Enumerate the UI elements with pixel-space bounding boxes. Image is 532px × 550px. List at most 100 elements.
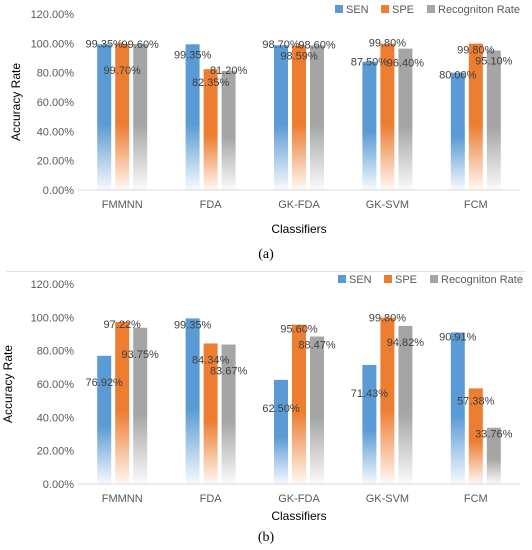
x-tick-label: GK-SVM bbox=[366, 493, 409, 505]
bar-spe bbox=[380, 43, 395, 191]
y-axis-title: Accuracy Rate bbox=[1, 345, 15, 423]
bar-spe bbox=[292, 324, 306, 484]
data-label-rec: 88.47% bbox=[298, 340, 336, 352]
y-tick-label: 20.00% bbox=[37, 156, 75, 168]
panel-caption-a: (a) bbox=[258, 247, 274, 262]
x-tick-label: FMMNN bbox=[102, 199, 143, 211]
x-tick-label: GK-FDA bbox=[278, 493, 320, 505]
data-label-rec: 96.40% bbox=[387, 58, 425, 70]
legend-label-rec: Recogniton Rate bbox=[438, 4, 520, 16]
bar-sen bbox=[274, 45, 288, 190]
y-tick-label: 40.00% bbox=[37, 412, 75, 424]
y-tick-label: 40.00% bbox=[37, 126, 75, 138]
data-label-sen: 98.70% bbox=[262, 39, 300, 51]
data-label-spe: 98.59% bbox=[280, 50, 318, 62]
y-tick-label: 120.00% bbox=[31, 9, 75, 21]
bar-chart-b: 0.00% 20.00% 40.00% 60.00% 80.00% 100.00% 120.… bbox=[1, 274, 523, 523]
legend-label-spe: SPE bbox=[392, 4, 414, 16]
data-label-spe: 99.80% bbox=[457, 45, 495, 57]
data-label-sen: 62.50% bbox=[262, 403, 300, 415]
data-label-rec: 81.20% bbox=[210, 65, 248, 77]
chart-panel-b: 0.00% 20.00% 40.00% 60.00% 80.00% 100.00% 120.… bbox=[0, 270, 532, 550]
y-tick-label: 0.00% bbox=[43, 185, 74, 197]
legend-swatch-rec bbox=[427, 5, 435, 13]
bar-chart-a: 0.00% 20.00% 40.00% 60.00% 80.00% 100.00% 120.… bbox=[9, 4, 520, 236]
bar-sen bbox=[185, 44, 200, 190]
bar-spe bbox=[203, 343, 218, 484]
legend-swatch-spe bbox=[384, 275, 392, 283]
bar-sen bbox=[450, 332, 465, 484]
data-label-rec: 95.10% bbox=[475, 56, 513, 68]
x-axis-title: Classifiers bbox=[271, 509, 326, 523]
bar-sen bbox=[362, 61, 377, 190]
legend-label-sen: SEN bbox=[349, 274, 372, 286]
legend-swatch-rec bbox=[430, 275, 438, 283]
data-label-rec: 33.76% bbox=[475, 429, 513, 441]
data-label-rec: 98.60% bbox=[298, 39, 336, 51]
data-label-spe: 95.60% bbox=[280, 324, 318, 336]
data-label-spe: 82.35% bbox=[192, 77, 230, 89]
data-label-sen: 99.35% bbox=[86, 38, 124, 50]
x-tick-label: FDA bbox=[200, 199, 223, 211]
bar-spe bbox=[292, 45, 306, 190]
data-label-sen: 90.91% bbox=[439, 331, 477, 343]
legend-label-rec: Recogniton Rate bbox=[441, 274, 523, 286]
x-tick-label: GK-SVM bbox=[366, 199, 409, 211]
bar-sen bbox=[97, 355, 112, 484]
bar-spe bbox=[468, 43, 483, 191]
y-tick-label: 100.00% bbox=[31, 312, 75, 324]
bar-rec bbox=[486, 50, 501, 190]
x-tick-label: FCM bbox=[464, 199, 488, 211]
bar-spe bbox=[115, 43, 130, 191]
data-label-sen: 99.35% bbox=[174, 49, 212, 61]
data-label-rec: 94.82% bbox=[387, 337, 425, 349]
bar-rec bbox=[398, 48, 413, 190]
bar-spe bbox=[115, 321, 130, 484]
data-label-spe: 99.80% bbox=[369, 38, 407, 50]
bar-rec bbox=[310, 45, 324, 191]
bar-sen bbox=[185, 318, 200, 484]
x-tick-label: GK-FDA bbox=[278, 199, 320, 211]
data-label-rec: 99.60% bbox=[122, 39, 160, 51]
y-tick-label: 60.00% bbox=[37, 97, 75, 109]
y-tick-label: 120.00% bbox=[31, 279, 75, 291]
bar-rec bbox=[486, 427, 501, 484]
bar-sen bbox=[274, 379, 288, 484]
data-label-rec: 83.67% bbox=[210, 366, 248, 378]
y-tick-label: 80.00% bbox=[37, 346, 75, 358]
data-label-sen: 80.00% bbox=[439, 70, 477, 82]
bar-sen bbox=[97, 44, 112, 190]
x-axis-title: Classifiers bbox=[271, 222, 326, 236]
legend-label-sen: SEN bbox=[346, 4, 369, 16]
data-label-rec: 93.75% bbox=[122, 349, 160, 361]
bar-spe bbox=[380, 317, 395, 484]
bar-rec bbox=[133, 43, 148, 190]
data-label-spe: 97.22% bbox=[104, 319, 142, 331]
data-label-sen: 87.50% bbox=[351, 57, 389, 69]
bar-rec bbox=[398, 325, 413, 484]
legend-swatch-sen bbox=[335, 5, 343, 13]
x-tick-label: FDA bbox=[200, 493, 223, 505]
y-tick-label: 0.00% bbox=[43, 479, 74, 491]
bar-spe bbox=[203, 69, 218, 190]
bar-rec bbox=[310, 336, 324, 484]
bar-rec bbox=[221, 70, 236, 190]
x-tick-label: FCM bbox=[464, 493, 488, 505]
y-axis-title: Accuracy Rate bbox=[9, 63, 23, 141]
bar-rec bbox=[221, 344, 236, 484]
legend-swatch-spe bbox=[381, 5, 389, 13]
y-tick-label: 100.00% bbox=[31, 38, 75, 50]
data-label-spe: 99.80% bbox=[369, 313, 407, 325]
y-tick-label: 60.00% bbox=[37, 379, 75, 391]
chart-panel-a: 0.00% 20.00% 40.00% 60.00% 80.00% 100.00% 120.… bbox=[0, 0, 532, 270]
data-label-spe: 84.34% bbox=[192, 354, 230, 366]
x-tick-label: FMMNN bbox=[102, 493, 143, 505]
data-label-spe: 99.70% bbox=[104, 65, 142, 77]
bar-sen bbox=[362, 364, 377, 484]
panel-divider bbox=[6, 271, 526, 272]
data-label-sen: 99.35% bbox=[174, 319, 212, 331]
bar-sen bbox=[450, 72, 465, 190]
bar-rec bbox=[133, 327, 148, 484]
panel-caption-b: (b) bbox=[257, 530, 275, 545]
legend-label-spe: SPE bbox=[395, 274, 417, 286]
